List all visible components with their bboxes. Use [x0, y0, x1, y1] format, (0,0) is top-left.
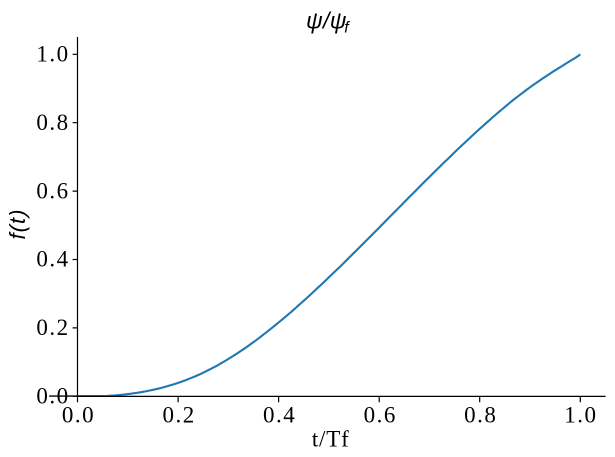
svg-text:0.6: 0.6 [364, 402, 397, 427]
svg-text:f(t): f(t) [5, 209, 30, 240]
svg-text:0.2: 0.2 [162, 402, 195, 427]
svg-text:0.6: 0.6 [36, 178, 69, 203]
svg-text:0.8: 0.8 [36, 110, 69, 135]
svg-text:t/Tf: t/Tf [312, 426, 350, 451]
svg-text:0.4: 0.4 [36, 247, 69, 272]
svg-text:0.2: 0.2 [36, 315, 69, 340]
svg-text:0.0: 0.0 [62, 402, 95, 427]
svg-text:1.0: 1.0 [564, 402, 597, 427]
svg-text:0.4: 0.4 [263, 402, 296, 427]
svg-text:1.0: 1.0 [36, 42, 69, 67]
svg-text:ψ/ψf: ψ/ψf [306, 8, 350, 37]
svg-text:0.8: 0.8 [464, 402, 497, 427]
